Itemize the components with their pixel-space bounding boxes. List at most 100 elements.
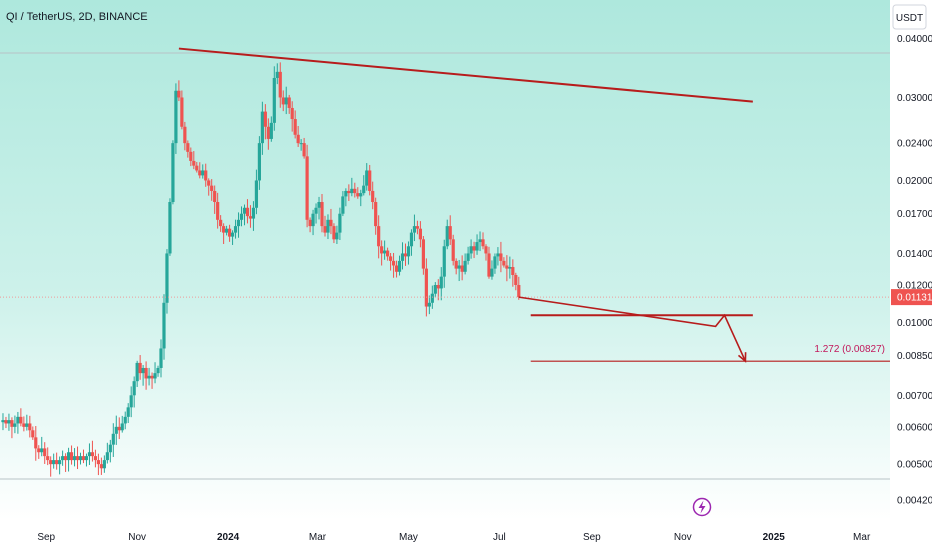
candle-body	[347, 190, 351, 194]
candle-body	[216, 202, 220, 220]
price-tick-label: 0.01400	[897, 249, 932, 260]
candle-body	[114, 426, 118, 434]
time-axis-background	[0, 520, 932, 550]
time-axis: Sep Nov 2024 Mar May Jul Sep Nov 2025 Mar	[37, 532, 871, 543]
price-tick-label: 0.01700	[897, 209, 932, 220]
candle-body	[58, 460, 62, 465]
candle-body	[269, 122, 273, 139]
candle-body	[338, 213, 342, 233]
currency-button[interactable]: USDT	[892, 4, 927, 30]
candle-body	[266, 126, 270, 139]
candle-body	[442, 246, 446, 277]
candle-body	[129, 395, 133, 408]
candle-body	[135, 362, 139, 382]
candle-body	[222, 226, 226, 233]
candle-body	[105, 452, 109, 461]
projection-arrowhead	[737, 352, 747, 363]
candle-body	[466, 253, 470, 261]
current-price-label: 0.01131	[897, 293, 932, 304]
candle-body	[499, 253, 503, 261]
candle-body	[165, 253, 169, 303]
candle-body	[263, 111, 267, 127]
candle-body	[43, 448, 47, 457]
candle-body	[508, 267, 512, 269]
candle-body	[371, 190, 375, 203]
candle-body	[394, 265, 399, 272]
candle-body	[505, 265, 509, 269]
time-tick-label: May	[399, 532, 418, 543]
projection-path	[518, 296, 747, 362]
candle-body	[454, 260, 458, 269]
candle-body	[362, 185, 366, 194]
candle-body	[236, 219, 241, 227]
candle-body	[31, 430, 35, 438]
candle-body	[111, 433, 115, 445]
candle-body	[365, 170, 369, 186]
candle-body	[123, 416, 127, 424]
candle-body	[299, 143, 303, 145]
candle-body	[445, 226, 449, 247]
candle-body	[233, 226, 238, 233]
candle-body	[359, 193, 363, 197]
candle-body	[75, 456, 80, 461]
candle-body	[406, 246, 411, 257]
candle-body	[487, 253, 491, 277]
candle-body	[195, 165, 199, 171]
candle-body	[391, 260, 396, 266]
candle-body	[204, 170, 208, 181]
candle-body	[242, 207, 247, 214]
time-tick-label: Sep	[583, 532, 601, 543]
candle-body	[496, 253, 500, 257]
lightning-icon[interactable]	[692, 497, 712, 517]
candle-body	[99, 464, 103, 469]
price-tick-label: 0.00500	[897, 460, 932, 471]
price-tick-label: 0.00600	[897, 422, 932, 433]
candle-body	[19, 416, 23, 424]
candle-body	[424, 268, 428, 307]
candle-body	[66, 452, 71, 461]
candle-body	[490, 268, 494, 277]
price-axis: 0.00420 0.00500 0.00600 0.00700 0.00850 0.010…	[891, 34, 932, 506]
candle-body	[436, 284, 440, 289]
time-tick-label: Mar	[853, 532, 871, 543]
candle-body	[451, 239, 455, 261]
candle-body	[430, 293, 434, 303]
candle-body	[25, 423, 29, 427]
candle-body	[439, 276, 443, 289]
candle-body	[132, 381, 136, 396]
candle-body	[37, 448, 41, 453]
candle-body	[192, 160, 196, 166]
candle-body	[69, 452, 74, 461]
candle-body	[126, 407, 130, 417]
candle-body	[374, 202, 378, 227]
candle-body	[224, 228, 229, 233]
price-tick-label: 0.04000	[897, 34, 932, 45]
candle-body	[22, 423, 26, 427]
candle-body	[320, 202, 324, 227]
time-tick-label: Nov	[674, 532, 692, 543]
candle-body	[311, 213, 315, 227]
candle-body	[383, 250, 387, 254]
candle-body	[415, 226, 420, 229]
candle-body	[296, 134, 300, 144]
candle-body	[275, 71, 279, 78]
candle-body	[147, 375, 151, 379]
candle-body	[34, 437, 38, 449]
candle-body	[388, 256, 393, 261]
candle-body	[293, 119, 297, 135]
candle-body	[138, 362, 142, 374]
candle-body	[260, 111, 264, 144]
candle-body	[472, 246, 476, 251]
candle-body	[493, 256, 497, 269]
candle-body	[463, 260, 467, 272]
chart-title: QI / TetherUS, 2D, BINANCE	[6, 11, 148, 23]
resistance-trendline[interactable]	[178, 47, 753, 103]
candle-body	[49, 460, 53, 465]
candle-body	[323, 226, 327, 233]
time-tick-label: 2025	[763, 532, 786, 543]
candle-body	[144, 367, 148, 379]
candle-body	[201, 170, 205, 176]
candle-body	[10, 420, 14, 427]
candle-body	[120, 423, 124, 431]
